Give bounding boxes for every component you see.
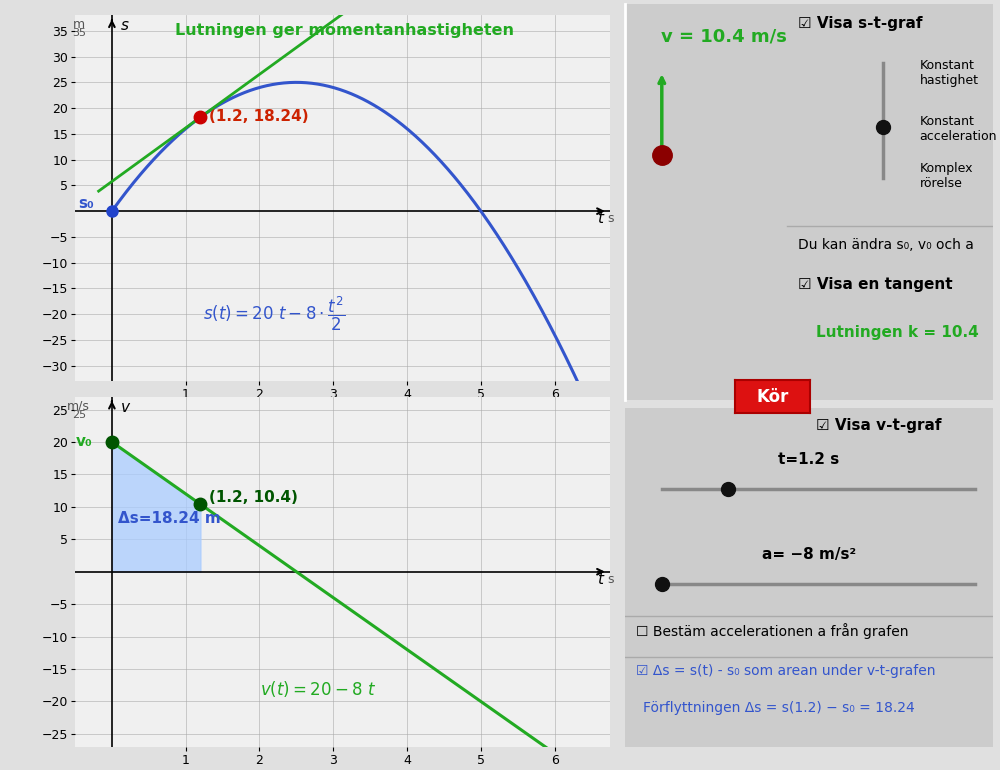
Text: ☑ Visa en tangent: ☑ Visa en tangent [798,277,953,293]
Text: s: s [608,213,614,226]
Text: Komplex
rörelse: Komplex rörelse [919,162,973,190]
Text: (1.2, 18.24): (1.2, 18.24) [209,109,309,124]
Text: Kör: Kör [756,387,789,406]
Text: $s(t) = 20\ t - 8 \cdot \dfrac{t^2}{2}$: $s(t) = 20\ t - 8 \cdot \dfrac{t^2}{2}$ [203,295,345,333]
Text: Konstant
acceleration: Konstant acceleration [919,115,997,142]
Text: Konstant
hastighet: Konstant hastighet [919,59,978,87]
Text: Du kan ändra s₀, v₀ och a: Du kan ändra s₀, v₀ och a [798,238,974,252]
Text: s: s [608,573,614,586]
Text: 25: 25 [72,410,86,420]
Text: Förflyttningen Δs = s(1.2) − s₀ = 18.24: Förflyttningen Δs = s(1.2) − s₀ = 18.24 [643,701,915,715]
Text: m: m [73,18,85,31]
Text: v = 10.4 m/s: v = 10.4 m/s [661,28,787,45]
Text: t=1.2 s: t=1.2 s [778,452,840,467]
Text: Δs=18.24 m: Δs=18.24 m [118,511,221,526]
Text: (1.2, 10.4): (1.2, 10.4) [209,490,298,505]
Text: s₀: s₀ [78,196,94,211]
Text: ☑ Δs = s(t) - s₀ som arean under v-t-grafen: ☑ Δs = s(t) - s₀ som arean under v-t-gra… [636,664,936,678]
Text: Lutningen k = 10.4: Lutningen k = 10.4 [816,325,979,340]
Text: v₀: v₀ [75,434,92,450]
Text: t: t [597,572,603,587]
Text: a= −8 m/s²: a= −8 m/s² [762,547,856,562]
Text: 35: 35 [72,28,86,38]
Text: t: t [597,212,603,226]
Text: ☑ Visa s-t-graf: ☑ Visa s-t-graf [798,15,922,31]
Text: s: s [121,18,129,33]
Text: ☐ Bestäm accelerationen a från grafen: ☐ Bestäm accelerationen a från grafen [636,623,909,639]
Text: $v(t) = 20 - 8\ t$: $v(t) = 20 - 8\ t$ [260,679,377,699]
Text: v: v [121,400,130,415]
Text: ☑ Visa v-t-graf: ☑ Visa v-t-graf [816,418,942,434]
Text: m/s: m/s [67,400,90,413]
Text: Lutningen ger momentanhastigheten: Lutningen ger momentanhastigheten [175,23,514,38]
